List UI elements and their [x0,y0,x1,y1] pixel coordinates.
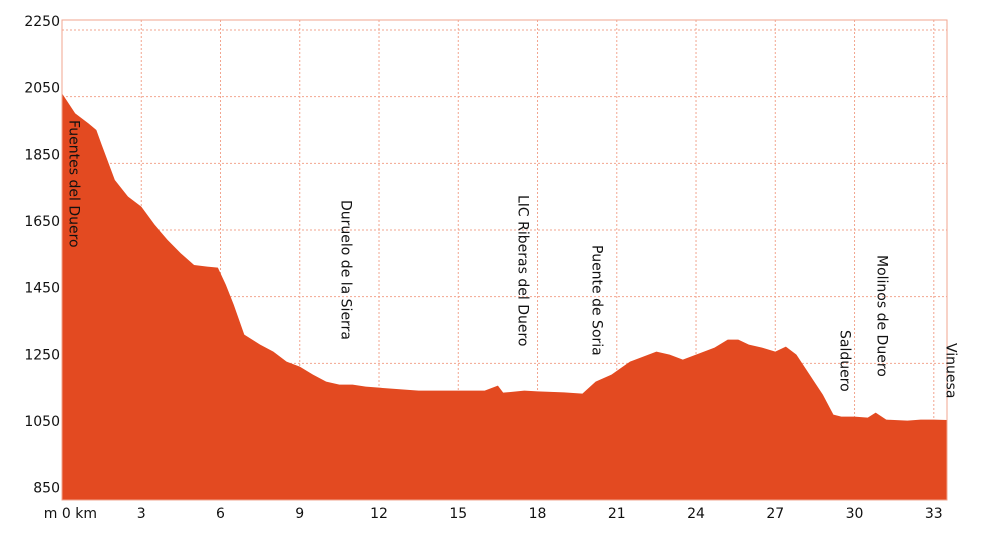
plot-frame [61,19,948,501]
x-tick-label: m 0 km [44,506,97,522]
waypoint-label: Vinuesa [942,343,958,398]
y-tick-label: 2050 [24,81,60,97]
x-tick-label: 27 [766,506,784,522]
x-tick-label: 24 [687,506,705,522]
x-tick-label: 21 [608,506,626,522]
waypoint-label: Fuentes del Duero [65,120,81,248]
y-tick-label: 1850 [24,147,60,163]
y-tick-label: 1650 [24,214,60,230]
waypoint-label: LIC Riberas del Duero [514,195,530,346]
waypoint-label: Duruelo de la Sierra [337,200,353,340]
waypoint-label: Salduero [837,330,853,392]
x-tick-label: 9 [295,506,304,522]
y-tick-label: 1250 [24,347,60,363]
x-tick-label: 3 [137,506,146,522]
x-tick-label: 33 [925,506,943,522]
y-tick-label: 1050 [24,414,60,430]
x-tick-label: 15 [449,506,467,522]
y-tick-label: 1450 [24,281,60,297]
y-tick-label: 850 [33,481,60,497]
x-tick-label: 6 [216,506,225,522]
elevation-area [62,93,947,500]
x-tick-label: 30 [846,506,864,522]
waypoint-label: Molinos de Duero [874,255,890,377]
y-tick-label: 2250 [24,14,60,30]
waypoint-label: Puente de Soria [588,245,604,356]
x-tick-label: 12 [370,506,388,522]
x-tick-label: 18 [529,506,547,522]
